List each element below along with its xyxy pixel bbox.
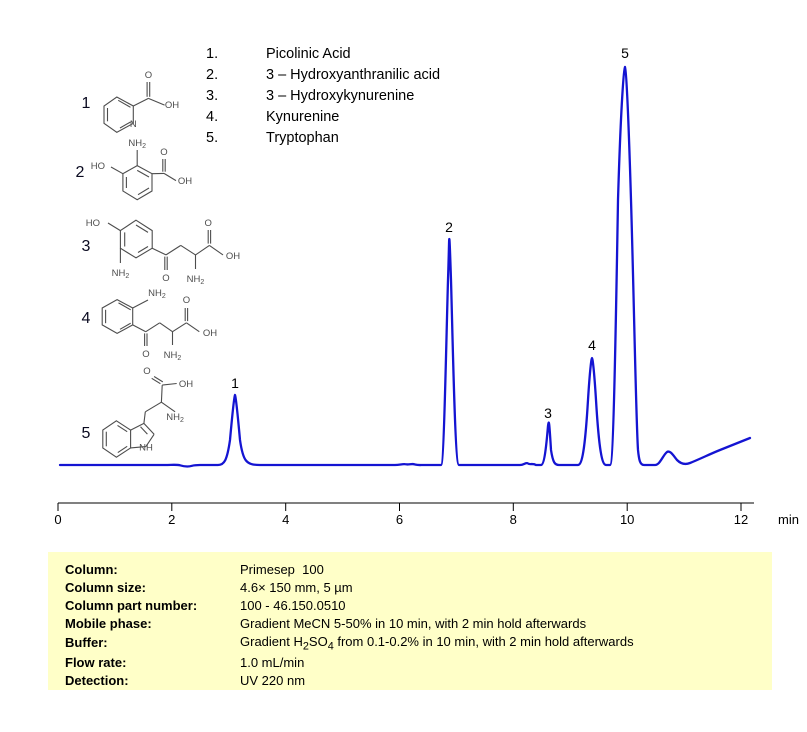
svg-text:6: 6	[396, 512, 403, 527]
svg-text:0: 0	[54, 512, 61, 527]
svg-text:4: 4	[588, 337, 596, 353]
svg-text:8: 8	[510, 512, 517, 527]
svg-text:10: 10	[620, 512, 634, 527]
svg-text:1: 1	[231, 375, 239, 391]
svg-text:2: 2	[168, 512, 175, 527]
svg-text:12: 12	[734, 512, 748, 527]
svg-text:min: min	[778, 512, 799, 527]
svg-text:4: 4	[282, 512, 289, 527]
svg-text:3: 3	[544, 405, 552, 421]
svg-text:2: 2	[445, 219, 453, 235]
svg-text:5: 5	[621, 45, 629, 61]
